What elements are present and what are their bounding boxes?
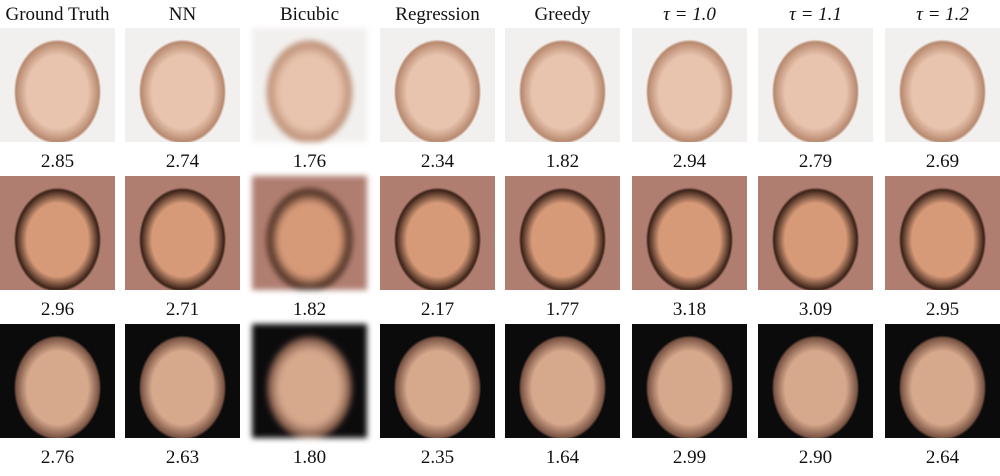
score: 3.09 — [798, 299, 833, 320]
face-image — [252, 28, 367, 142]
score: 1.82 — [545, 151, 580, 172]
column-header: NN — [168, 4, 197, 25]
face-image — [758, 324, 873, 438]
score: 1.82 — [292, 299, 327, 320]
face-image — [0, 324, 115, 438]
score: 1.80 — [292, 447, 327, 468]
score: 2.69 — [925, 151, 960, 172]
face-image — [252, 324, 367, 438]
face-image — [380, 176, 495, 290]
score: 3.18 — [672, 299, 707, 320]
face-image — [885, 176, 1000, 290]
score: 1.77 — [545, 299, 580, 320]
face-image — [632, 324, 747, 438]
face-image — [125, 28, 240, 142]
score: 2.96 — [40, 299, 75, 320]
face-image — [125, 324, 240, 438]
face-image — [758, 28, 873, 142]
column-header: Greedy — [534, 4, 591, 25]
column-header: τ = 1.2 — [916, 4, 969, 25]
face-image — [505, 28, 620, 142]
score: 1.76 — [292, 151, 327, 172]
face-image — [505, 176, 620, 290]
score: 2.76 — [40, 447, 75, 468]
face-image — [758, 176, 873, 290]
score: 2.17 — [420, 299, 455, 320]
face-image — [125, 176, 240, 290]
face-image — [505, 324, 620, 438]
face-image — [252, 176, 367, 290]
column-header: Regression — [395, 4, 480, 25]
score: 2.34 — [420, 151, 455, 172]
score: 2.64 — [925, 447, 960, 468]
column-header: τ = 1.1 — [789, 4, 842, 25]
score: 2.74 — [165, 151, 200, 172]
column-header: τ = 1.0 — [663, 4, 716, 25]
score: 2.35 — [420, 447, 455, 468]
column-header: Ground Truth — [5, 4, 110, 25]
score: 2.94 — [672, 151, 707, 172]
score: 2.71 — [165, 299, 200, 320]
face-image — [885, 324, 1000, 438]
face-image — [885, 28, 1000, 142]
score: 2.99 — [672, 447, 707, 468]
score: 2.95 — [925, 299, 960, 320]
score: 2.63 — [165, 447, 200, 468]
column-header: Bicubic — [279, 4, 340, 25]
face-image — [632, 176, 747, 290]
face-image — [632, 28, 747, 142]
score: 2.79 — [798, 151, 833, 172]
face-image — [380, 324, 495, 438]
face-image — [0, 28, 115, 142]
score: 2.90 — [798, 447, 833, 468]
score: 1.64 — [545, 447, 580, 468]
face-image — [380, 28, 495, 142]
face-image — [0, 176, 115, 290]
score: 2.85 — [40, 151, 75, 172]
